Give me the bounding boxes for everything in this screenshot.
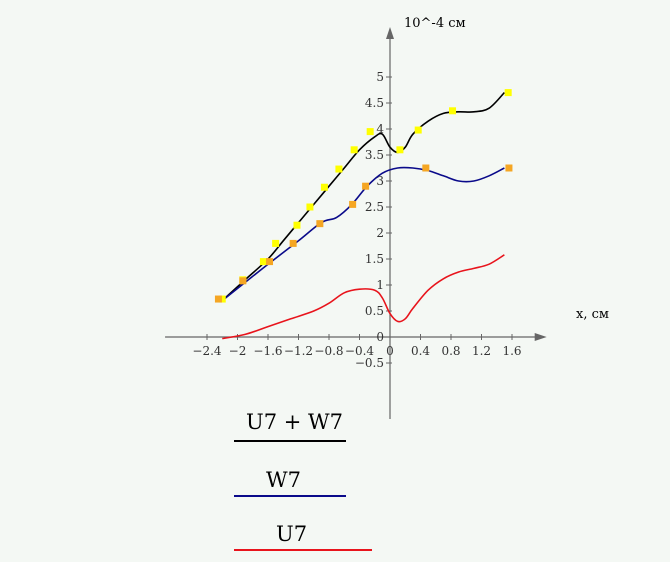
- data-point-marker: [366, 128, 374, 136]
- legend-label: U7: [276, 522, 308, 546]
- data-point-marker: [505, 164, 513, 172]
- data-point-marker: [306, 203, 314, 211]
- y-tick-label: 3: [376, 174, 384, 188]
- x-tick-label: −0.8: [314, 344, 343, 358]
- y-tick-label: −0.5: [355, 356, 384, 370]
- legend-line: [234, 440, 346, 442]
- data-point-marker: [239, 277, 247, 285]
- x-tick-label: 0.4: [411, 344, 430, 358]
- x-tick-label: −1.2: [284, 344, 313, 358]
- x-tick-label: 1.2: [472, 344, 491, 358]
- data-point-marker: [350, 146, 358, 154]
- data-point-marker: [414, 126, 422, 134]
- y-tick-label: 1.5: [365, 252, 384, 266]
- data-point-marker: [362, 182, 370, 190]
- data-point-marker: [272, 239, 280, 247]
- x-tick-label: −0.4: [345, 344, 375, 358]
- x-tick-label: 1.6: [502, 344, 521, 358]
- y-tick-label: 1: [376, 278, 384, 292]
- y-tick-label: 4.5: [365, 96, 384, 110]
- legend-line: [234, 495, 346, 497]
- x-tick-label: 0: [386, 344, 394, 358]
- series-line-3: [222, 254, 505, 340]
- x-tick-label: −1.6: [253, 344, 282, 358]
- data-point-marker: [335, 165, 343, 173]
- legend-label: W7: [266, 468, 301, 492]
- data-point-marker: [396, 146, 404, 154]
- data-point-marker: [320, 183, 328, 191]
- data-point-marker: [218, 295, 226, 303]
- data-point-marker: [266, 258, 274, 266]
- y-axis-unit-label: 10^-4 см: [404, 16, 466, 31]
- ticks: −2.4 −2 −1.6 −1.2 −0.8 −0.4 0 0.4 0.8 1.2 1.6−0.50…: [192, 70, 521, 370]
- series-line-1: [221, 92, 505, 302]
- markers-group: [214, 89, 513, 303]
- x-axis-unit-label: x, см: [576, 307, 609, 322]
- data-point-marker: [289, 239, 297, 247]
- y-tick-label: 0.5: [365, 304, 384, 318]
- x-tick-label: −2: [229, 344, 247, 358]
- data-point-marker: [449, 107, 457, 115]
- data-point-marker: [316, 220, 324, 228]
- x-tick-label: 0.8: [441, 344, 460, 358]
- data-point-marker: [293, 221, 301, 229]
- y-tick-label: 3.5: [365, 148, 384, 162]
- series-line-2: [221, 166, 505, 302]
- y-tick-label: 5: [376, 70, 384, 84]
- y-axis-arrow: [386, 27, 394, 39]
- data-point-marker: [422, 164, 430, 172]
- data-point-marker: [214, 295, 222, 303]
- y-tick-label: 4: [376, 122, 384, 136]
- y-tick-label: 2.5: [365, 200, 384, 214]
- x-axis-arrow: [534, 333, 547, 341]
- series-group: [221, 92, 505, 340]
- data-point-marker: [504, 89, 512, 97]
- data-point-marker: [259, 258, 267, 266]
- x-tick-label: −2.4: [192, 344, 222, 358]
- legend-line: [234, 549, 372, 551]
- data-point-marker: [349, 200, 357, 208]
- y-tick-label: 0: [376, 330, 384, 344]
- legend-label: U7 + W7: [246, 410, 343, 434]
- y-tick-label: 2: [376, 226, 384, 240]
